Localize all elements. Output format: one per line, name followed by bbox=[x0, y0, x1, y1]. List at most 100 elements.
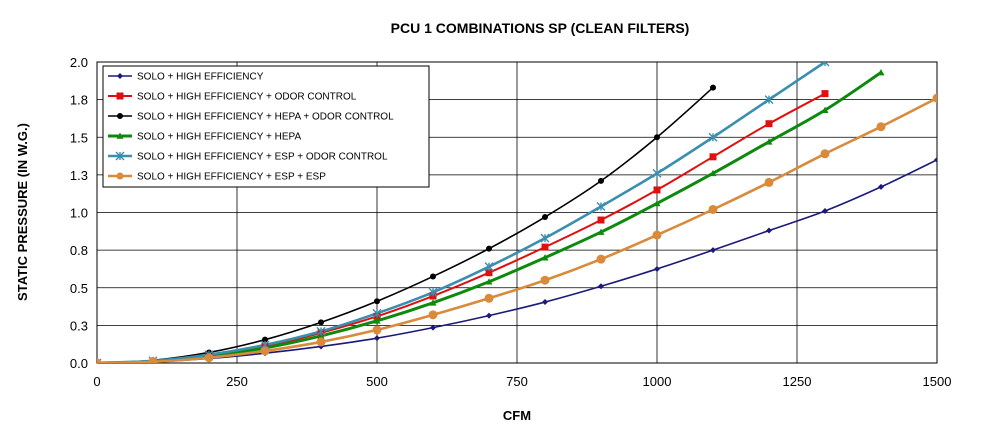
data-point bbox=[486, 312, 492, 319]
data-point bbox=[654, 134, 660, 141]
y-tick-label: 0.8 bbox=[70, 243, 88, 258]
data-point bbox=[540, 233, 550, 243]
data-point bbox=[876, 122, 886, 132]
data-point bbox=[598, 177, 604, 184]
x-tick-label: 0 bbox=[93, 374, 100, 389]
data-point bbox=[485, 278, 493, 285]
data-point bbox=[116, 172, 124, 180]
data-point bbox=[115, 151, 125, 161]
data-point bbox=[708, 204, 718, 214]
series-line bbox=[97, 71, 882, 363]
data-point bbox=[318, 319, 324, 326]
data-point bbox=[877, 69, 885, 76]
data-point bbox=[542, 299, 548, 306]
data-point bbox=[710, 84, 716, 91]
data-point bbox=[316, 337, 326, 347]
data-point bbox=[97, 358, 102, 363]
data-point bbox=[542, 214, 548, 221]
data-point bbox=[428, 310, 438, 320]
data-point bbox=[484, 293, 494, 303]
data-point bbox=[262, 336, 268, 343]
data-point bbox=[710, 247, 716, 254]
data-point bbox=[428, 287, 438, 297]
x-tick-label: 1250 bbox=[783, 374, 812, 389]
data-point bbox=[820, 62, 830, 67]
series-line bbox=[97, 96, 937, 363]
marker-layer bbox=[97, 62, 937, 363]
y-tick-label: 0.0 bbox=[70, 356, 88, 371]
data-point bbox=[484, 262, 494, 272]
data-point bbox=[709, 169, 717, 177]
data-point bbox=[430, 324, 436, 331]
data-point bbox=[148, 357, 158, 363]
data-point bbox=[372, 308, 382, 318]
data-point bbox=[541, 254, 549, 261]
data-point bbox=[652, 230, 662, 240]
y-tick-label: 1.8 bbox=[70, 93, 88, 108]
data-point bbox=[597, 216, 605, 224]
y-axis-title: STATIC PRESSURE (IN W.G.) bbox=[15, 123, 30, 301]
tick-labels: 0.0 0.3 0.5 0.8 1.0 1.3 1.5 1.8 2.0 0 250 500 750 100… bbox=[70, 55, 952, 389]
legend-label: SOLO + HIGH EFFICIENCY + HEPA + ODOR CON… bbox=[137, 112, 394, 123]
y-tick-label: 1.0 bbox=[70, 206, 88, 221]
y-tick-label: 0.3 bbox=[70, 318, 88, 333]
data-point bbox=[653, 186, 661, 194]
data-point bbox=[373, 317, 381, 324]
data-point bbox=[598, 283, 604, 290]
data-point bbox=[765, 138, 773, 145]
data-point bbox=[653, 199, 661, 207]
data-point bbox=[317, 332, 325, 339]
data-point bbox=[821, 106, 829, 113]
data-point bbox=[116, 132, 124, 139]
data-point bbox=[374, 335, 380, 342]
legend-label: SOLO + HIGH EFFICIENCY + ESP + ESP bbox=[137, 172, 326, 183]
data-point bbox=[372, 325, 382, 335]
x-tick-label: 250 bbox=[226, 374, 248, 389]
data-point bbox=[540, 275, 550, 285]
y-tick-label: 1.3 bbox=[70, 168, 88, 183]
data-point bbox=[652, 168, 662, 178]
chart-title: PCU 1 COMBINATIONS SP (CLEAN FILTERS) bbox=[391, 20, 690, 36]
legend-label: SOLO + HIGH EFFICIENCY bbox=[137, 72, 264, 83]
y-tick-label: 0.5 bbox=[70, 281, 88, 296]
data-point bbox=[485, 269, 493, 277]
data-point bbox=[820, 149, 830, 159]
x-tick-label: 750 bbox=[506, 374, 528, 389]
data-point bbox=[708, 132, 718, 142]
data-point bbox=[260, 346, 270, 356]
legend-label: SOLO + HIGH EFFICIENCY + ODOR CONTROL bbox=[137, 92, 357, 103]
data-point bbox=[596, 201, 606, 211]
data-point bbox=[765, 120, 773, 128]
data-point bbox=[541, 243, 549, 251]
data-point bbox=[709, 153, 717, 161]
legend-box bbox=[102, 65, 430, 188]
data-point bbox=[764, 95, 774, 105]
data-point bbox=[934, 156, 937, 163]
legend-label: SOLO + HIGH EFFICIENCY + ESP + ODOR CONT… bbox=[137, 152, 388, 163]
data-point bbox=[597, 228, 605, 235]
data-point bbox=[374, 298, 380, 305]
x-axis-title: CFM bbox=[503, 408, 531, 423]
data-point bbox=[430, 273, 436, 280]
data-point bbox=[596, 254, 606, 264]
data-point bbox=[878, 183, 884, 190]
data-point bbox=[822, 207, 828, 214]
data-point bbox=[117, 113, 123, 119]
data-point bbox=[204, 353, 214, 363]
data-point bbox=[486, 245, 492, 252]
data-point bbox=[766, 227, 772, 234]
data-point bbox=[316, 326, 326, 336]
data-point bbox=[116, 92, 124, 100]
data-point bbox=[654, 265, 660, 272]
data-point bbox=[429, 299, 437, 306]
x-tick-label: 1000 bbox=[643, 374, 672, 389]
data-point bbox=[764, 177, 774, 187]
x-tick-label: 500 bbox=[366, 374, 388, 389]
y-tick-label: 2.0 bbox=[70, 55, 88, 70]
y-tick-label: 1.5 bbox=[70, 130, 88, 145]
legend: SOLO + HIGH EFFICIENCY SOLO + HIGH EFFICI… bbox=[102, 65, 430, 188]
data-point bbox=[821, 90, 829, 98]
series-line bbox=[97, 159, 937, 363]
x-tick-label: 1500 bbox=[923, 374, 952, 389]
